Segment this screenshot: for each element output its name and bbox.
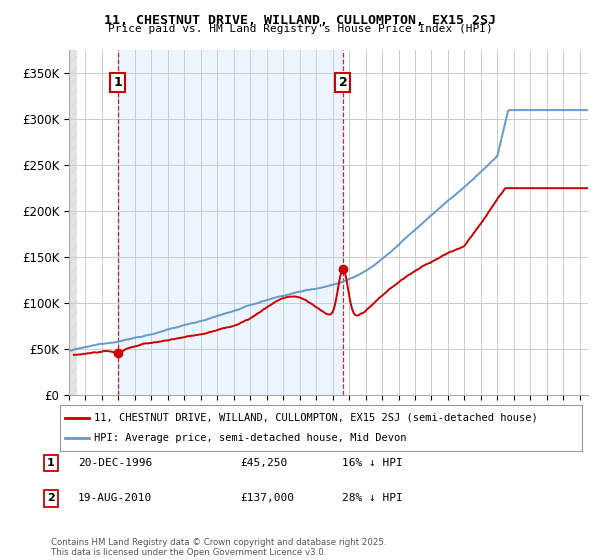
Text: Contains HM Land Registry data © Crown copyright and database right 2025.
This d: Contains HM Land Registry data © Crown c… [51, 538, 386, 557]
Text: 2: 2 [338, 76, 347, 89]
Text: 20-DEC-1996: 20-DEC-1996 [78, 458, 152, 468]
Text: 28% ↓ HPI: 28% ↓ HPI [342, 493, 403, 503]
Text: 19-AUG-2010: 19-AUG-2010 [78, 493, 152, 503]
Text: £45,250: £45,250 [240, 458, 287, 468]
Text: HPI: Average price, semi-detached house, Mid Devon: HPI: Average price, semi-detached house,… [94, 433, 406, 443]
Text: 11, CHESTNUT DRIVE, WILLAND, CULLOMPTON, EX15 2SJ: 11, CHESTNUT DRIVE, WILLAND, CULLOMPTON,… [104, 14, 496, 27]
Text: £137,000: £137,000 [240, 493, 294, 503]
Text: 2: 2 [47, 493, 55, 503]
Text: Price paid vs. HM Land Registry's House Price Index (HPI): Price paid vs. HM Land Registry's House … [107, 24, 493, 34]
Text: 1: 1 [113, 76, 122, 89]
Bar [118, 50, 343, 395]
Text: 11, CHESTNUT DRIVE, WILLAND, CULLOMPTON, EX15 2SJ (semi-detached house): 11, CHESTNUT DRIVE, WILLAND, CULLOMPTON,… [94, 413, 538, 423]
Text: 1: 1 [47, 458, 55, 468]
Bar [69, 50, 77, 395]
Text: 16% ↓ HPI: 16% ↓ HPI [342, 458, 403, 468]
